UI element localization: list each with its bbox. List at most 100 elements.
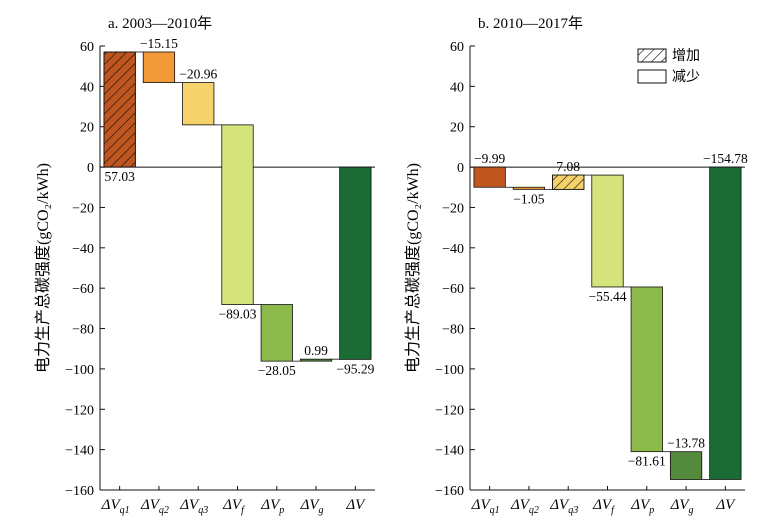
legend-increase-label: 增加 xyxy=(672,48,700,64)
category-symbol: ΔV xyxy=(715,497,736,513)
bar-p xyxy=(260,304,293,362)
bar-q2 xyxy=(512,186,546,190)
value-label: −20.96 xyxy=(179,67,217,82)
x-tick-label: ΔVg xyxy=(670,497,694,516)
y-tick-label: −120 xyxy=(435,403,464,418)
y-tick-label: −40 xyxy=(442,242,464,257)
y-tick-label: −60 xyxy=(442,282,464,297)
y-tick-label: 60 xyxy=(450,40,464,55)
y-tick-label: 40 xyxy=(80,80,94,95)
value-label: −13.78 xyxy=(667,436,705,451)
bar-q3 xyxy=(182,82,215,126)
category-subscript: g xyxy=(319,505,324,516)
x-tick-label: ΔVf xyxy=(592,497,615,516)
category-symbol: ΔV xyxy=(222,497,243,513)
value-label: −1.05 xyxy=(513,191,544,206)
y-tick-label: −100 xyxy=(65,363,94,378)
category-symbol: ΔV xyxy=(140,497,161,513)
y-tick-label: 0 xyxy=(87,161,94,176)
legend: 增加 减少 xyxy=(637,48,700,85)
bar-g xyxy=(299,358,333,362)
y-tick-label: −80 xyxy=(442,323,464,338)
category-subscript: p xyxy=(278,505,284,516)
y-tick-label: −140 xyxy=(65,444,94,459)
bar-p xyxy=(630,286,663,453)
bar-total xyxy=(339,166,372,360)
value-label: −9.99 xyxy=(474,151,505,166)
value-label: −81.61 xyxy=(628,454,666,469)
category-symbol: ΔV xyxy=(670,497,691,513)
legend-decrease-swatch xyxy=(637,69,667,84)
category-symbol: ΔV xyxy=(300,497,321,513)
category-subscript: q1 xyxy=(490,505,500,516)
bar-f xyxy=(221,124,254,305)
x-tick-label: ΔVq3 xyxy=(549,497,578,516)
x-tick-label: ΔVq2 xyxy=(140,497,169,516)
value-label: 57.03 xyxy=(104,169,135,184)
y-tick-label: −140 xyxy=(435,444,464,459)
value-label: −95.29 xyxy=(336,361,374,376)
category-subscript: f xyxy=(241,505,245,516)
chart-title: b. 2010—2017年 xyxy=(478,15,583,32)
value-label: −89.03 xyxy=(219,307,257,322)
category-subscript: q3 xyxy=(198,505,208,516)
bar-f xyxy=(591,174,624,288)
category-subscript: q1 xyxy=(120,505,130,516)
category-subscript: q2 xyxy=(159,505,169,516)
x-tick-label: ΔVq1 xyxy=(101,497,130,516)
value-label: 7.08 xyxy=(556,159,580,174)
x-tick-label: ΔVq1 xyxy=(471,497,500,516)
category-symbol: ΔV xyxy=(549,497,570,513)
category-symbol: ΔV xyxy=(471,497,492,513)
legend-increase-hatch xyxy=(637,48,667,63)
y-tick-label: −20 xyxy=(442,201,464,216)
category-symbol: ΔV xyxy=(510,497,531,513)
value-label: −55.44 xyxy=(589,289,627,304)
bar-total xyxy=(709,166,742,480)
category-symbol: ΔV xyxy=(101,497,122,513)
x-tick-label: ΔVp xyxy=(630,497,654,516)
value-label: −154.78 xyxy=(703,151,748,166)
x-tick-label: ΔVq3 xyxy=(179,497,208,516)
y-tick-label: 20 xyxy=(450,121,464,136)
category-subscript: q3 xyxy=(568,505,578,516)
category-subscript: p xyxy=(648,505,654,516)
y-tick-label: −160 xyxy=(435,484,464,499)
y-tick-label: −120 xyxy=(65,403,94,418)
y-tick-label: −40 xyxy=(72,242,94,257)
y-tick-label: −20 xyxy=(72,201,94,216)
category-symbol: ΔV xyxy=(630,497,651,513)
value-label: −28.05 xyxy=(258,363,296,378)
y-axis-label: 电力生产总碳强度(gCO₂/kWh) xyxy=(34,163,52,373)
chart-title: a. 2003—2010年 xyxy=(108,15,212,32)
category-symbol: ΔV xyxy=(592,497,613,513)
bar-g xyxy=(669,451,703,480)
legend-decrease-label: 减少 xyxy=(672,69,700,85)
value-label: −15.15 xyxy=(140,36,178,51)
category-subscript: q2 xyxy=(529,505,539,516)
category-symbol: ΔV xyxy=(260,497,281,513)
y-tick-label: −160 xyxy=(65,484,94,499)
x-tick-label: ΔVq2 xyxy=(510,497,539,516)
x-tick-label: ΔVf xyxy=(222,497,245,516)
bar-hatch-increase xyxy=(103,51,136,168)
bar-q1 xyxy=(473,166,506,188)
y-tick-label: 60 xyxy=(80,40,94,55)
category-symbol: ΔV xyxy=(345,497,366,513)
x-tick-label: ΔV xyxy=(715,497,736,513)
y-axis-label: 电力生产总碳强度(gCO₂/kWh) xyxy=(404,163,422,373)
y-tick-label: −100 xyxy=(435,363,464,378)
value-label: 0.99 xyxy=(304,343,328,358)
y-tick-label: 40 xyxy=(450,80,464,95)
category-symbol: ΔV xyxy=(179,497,200,513)
y-tick-label: 20 xyxy=(80,121,94,136)
y-tick-label: 0 xyxy=(457,161,464,176)
y-tick-label: −60 xyxy=(72,282,94,297)
category-subscript: f xyxy=(611,505,615,516)
x-tick-label: ΔVp xyxy=(260,497,284,516)
bar-hatch-increase xyxy=(552,174,585,190)
x-tick-label: ΔVg xyxy=(300,497,324,516)
